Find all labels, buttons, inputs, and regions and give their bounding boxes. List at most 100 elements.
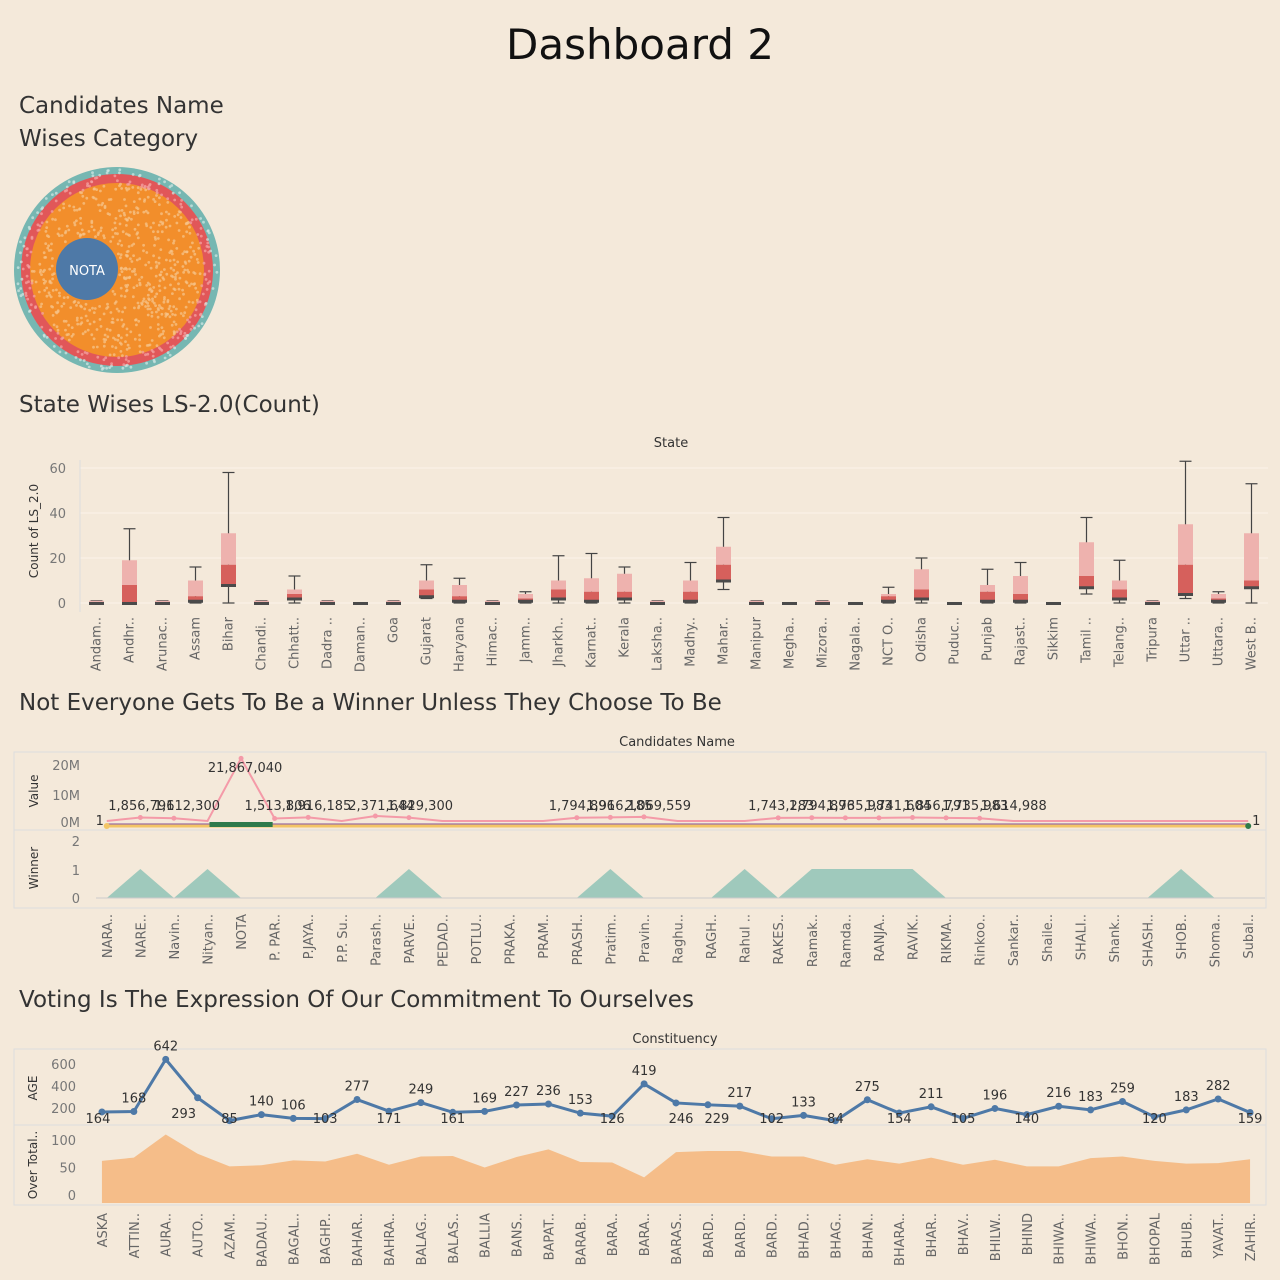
candidate-bubble[interactable] — [142, 210, 146, 214]
candidate-bubble[interactable] — [196, 233, 200, 236]
candidate-bubble[interactable] — [180, 199, 184, 202]
candidate-bubble[interactable] — [207, 269, 211, 273]
state-box[interactable] — [815, 600, 830, 605]
candidate-bubble[interactable] — [214, 254, 218, 257]
candidate-bubble[interactable] — [52, 345, 56, 348]
candidate-bubble[interactable] — [171, 292, 174, 295]
candidate-bubble[interactable] — [199, 217, 203, 220]
candidate-bubble[interactable] — [114, 187, 118, 191]
candidate-bubble[interactable] — [124, 358, 128, 361]
candidate-bubble[interactable] — [103, 340, 106, 344]
candidate-bubble[interactable] — [147, 261, 151, 264]
candidate-bubble[interactable] — [176, 213, 180, 217]
value-point[interactable] — [943, 815, 949, 821]
candidate-bubble[interactable] — [94, 235, 97, 239]
candidate-bubble[interactable] — [144, 353, 147, 357]
candidate-bubble[interactable] — [50, 242, 53, 246]
candidate-bubble[interactable] — [125, 363, 129, 367]
candidate-bubble[interactable] — [55, 311, 59, 315]
candidate-bubble[interactable] — [154, 304, 158, 307]
candidate-bubble[interactable] — [132, 210, 136, 214]
age-point[interactable] — [1150, 1113, 1158, 1121]
candidate-bubble[interactable] — [150, 339, 154, 342]
candidate-bubble[interactable] — [43, 289, 47, 292]
candidate-bubble[interactable] — [64, 351, 68, 355]
candidate-bubble[interactable] — [151, 299, 155, 303]
age-point[interactable] — [1023, 1111, 1031, 1119]
candidate-bubble[interactable] — [108, 366, 111, 369]
candidate-bubble[interactable] — [88, 184, 91, 188]
candidate-bubble[interactable] — [152, 301, 156, 305]
age-point[interactable] — [800, 1111, 808, 1119]
candidate-bubble[interactable] — [172, 330, 176, 333]
age-point[interactable] — [226, 1117, 234, 1125]
candidate-bubble[interactable] — [206, 241, 210, 245]
candidate-bubble[interactable] — [62, 202, 65, 206]
candidate-bubble[interactable] — [137, 278, 141, 282]
candidate-bubble[interactable] — [117, 252, 120, 256]
candidate-bubble[interactable] — [145, 284, 149, 287]
candidate-bubble[interactable] — [19, 287, 23, 290]
candidate-bubble[interactable] — [144, 188, 148, 192]
candidate-bubble[interactable] — [158, 289, 162, 292]
candidate-bubble[interactable] — [145, 361, 149, 365]
candidate-bubble[interactable] — [75, 304, 78, 307]
candidate-bubble[interactable] — [127, 187, 131, 191]
candidate-bubble[interactable] — [78, 191, 82, 194]
state-box[interactable] — [947, 602, 962, 605]
candidate-bubble[interactable] — [163, 298, 166, 301]
candidate-bubble[interactable] — [16, 282, 20, 286]
candidate-bubble[interactable] — [188, 284, 191, 288]
candidate-bubble[interactable] — [166, 299, 170, 302]
candidate-bubble[interactable] — [62, 319, 66, 323]
candidate-bubble[interactable] — [67, 180, 71, 184]
candidate-bubble[interactable] — [40, 221, 44, 225]
value-point[interactable] — [238, 755, 244, 761]
candidate-bubble[interactable] — [92, 228, 96, 232]
candidate-bubble[interactable] — [200, 315, 204, 318]
age-point[interactable] — [449, 1108, 457, 1116]
candidate-bubble[interactable] — [84, 302, 88, 306]
candidate-bubble[interactable] — [83, 351, 87, 354]
candidate-bubble[interactable] — [157, 223, 161, 227]
candidate-bubble[interactable] — [80, 353, 84, 356]
candidate-bubble[interactable] — [178, 191, 182, 195]
candidate-bubble[interactable] — [114, 346, 118, 350]
candidate-bubble[interactable] — [106, 335, 110, 339]
candidate-bubble[interactable] — [147, 187, 150, 191]
candidate-bubble[interactable] — [54, 191, 58, 195]
age-point[interactable] — [513, 1101, 521, 1109]
candidate-bubble[interactable] — [97, 231, 100, 235]
candidate-bubble[interactable] — [165, 258, 168, 262]
candidate-bubble[interactable] — [23, 236, 27, 240]
age-point[interactable] — [991, 1104, 999, 1112]
candidate-bubble[interactable] — [163, 356, 167, 360]
candidate-bubble[interactable] — [81, 194, 85, 198]
age-point[interactable] — [895, 1109, 903, 1117]
candidate-bubble[interactable] — [186, 318, 189, 322]
candidate-bubble[interactable] — [110, 320, 114, 324]
candidate-bubble[interactable] — [116, 318, 119, 322]
candidate-bubble[interactable] — [127, 359, 130, 363]
candidate-bubble[interactable] — [37, 290, 41, 294]
candidate-bubble[interactable] — [42, 278, 46, 281]
candidate-bubble[interactable] — [108, 353, 112, 357]
candidate-bubble[interactable] — [54, 218, 57, 222]
candidate-bubble[interactable] — [133, 270, 136, 273]
candidate-bubble[interactable] — [123, 198, 126, 201]
candidate-bubble[interactable] — [102, 234, 106, 238]
age-point[interactable] — [130, 1108, 138, 1116]
candidate-bubble[interactable] — [149, 287, 152, 291]
value-point[interactable] — [876, 815, 882, 821]
age-point[interactable] — [544, 1100, 552, 1108]
candidate-bubble[interactable] — [191, 241, 194, 245]
candidate-bubble[interactable] — [173, 198, 177, 202]
candidate-bubble[interactable] — [120, 294, 123, 298]
candidate-bubble[interactable] — [189, 328, 193, 331]
candidate-bubble[interactable] — [117, 356, 121, 360]
value-point[interactable] — [137, 815, 143, 821]
candidate-bubble[interactable] — [188, 315, 192, 319]
candidate-bubble[interactable] — [129, 330, 133, 334]
candidate-bubble[interactable] — [182, 334, 186, 338]
